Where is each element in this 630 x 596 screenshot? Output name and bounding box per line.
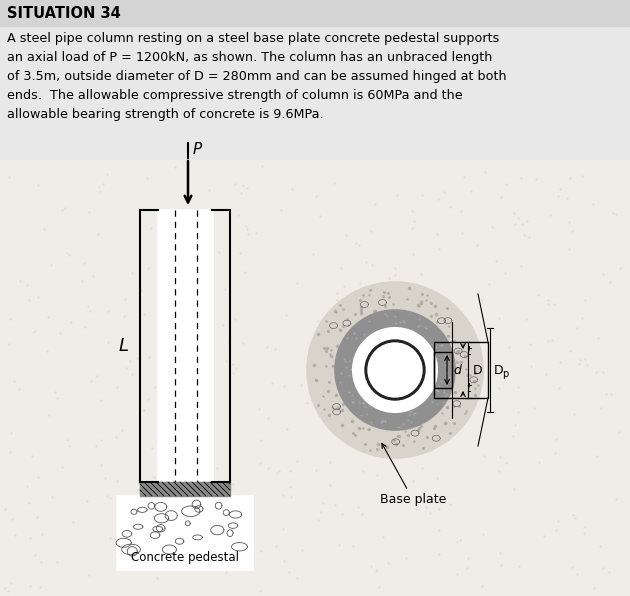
Text: P: P xyxy=(193,142,202,157)
Bar xyxy=(0,160,630,596)
Bar xyxy=(434,342,488,398)
Text: Base plate: Base plate xyxy=(380,443,447,507)
Bar xyxy=(434,352,452,388)
Text: A steel pipe column resting on a steel base plate concrete pedestal supports: A steel pipe column resting on a steel b… xyxy=(7,32,500,45)
Text: D: D xyxy=(494,364,503,377)
Bar xyxy=(117,496,253,570)
Bar xyxy=(140,482,230,496)
Text: Concrete pedestal: Concrete pedestal xyxy=(131,551,239,564)
Text: d: d xyxy=(453,364,461,377)
Text: D: D xyxy=(473,364,483,377)
Circle shape xyxy=(368,343,422,397)
Text: an axial load of P = 1200kN, as shown. The column has an unbraced length: an axial load of P = 1200kN, as shown. T… xyxy=(7,51,493,64)
Text: allowable bearing strength of concrete is 9.6MPa.: allowable bearing strength of concrete i… xyxy=(7,108,324,121)
Text: L: L xyxy=(119,337,129,355)
Circle shape xyxy=(335,310,455,430)
Circle shape xyxy=(307,282,483,458)
Text: ends.  The allowable compressive strength of column is 60MPa and the: ends. The allowable compressive strength… xyxy=(7,89,462,102)
Bar xyxy=(158,210,213,482)
Circle shape xyxy=(365,340,425,400)
Text: of 3.5m, outside diameter of D = 280mm and can be assumed hinged at both: of 3.5m, outside diameter of D = 280mm a… xyxy=(7,70,507,83)
Text: SITUATION 34: SITUATION 34 xyxy=(7,5,121,20)
Bar xyxy=(0,0,630,26)
Text: t: t xyxy=(466,345,471,358)
Circle shape xyxy=(353,328,437,412)
Text: t: t xyxy=(466,382,471,395)
Text: p: p xyxy=(502,369,508,379)
